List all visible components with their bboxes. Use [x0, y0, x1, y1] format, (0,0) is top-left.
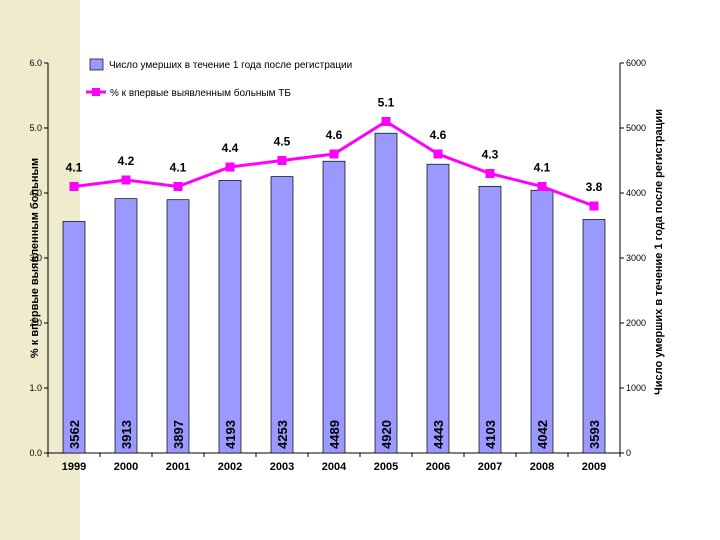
left-axis-title: % к впервые выявленным больным [29, 158, 41, 358]
right-tick-label: 6000 [626, 58, 646, 68]
line-value-label: 4.2 [118, 154, 135, 168]
right-tick-label: 3000 [626, 253, 646, 263]
line-value-label: 4.4 [222, 141, 239, 155]
x-tick-label: 2000 [114, 461, 138, 473]
legend: Число умерших в течение 1 года после рег… [86, 58, 352, 99]
x-tick-label: 2002 [218, 461, 242, 473]
legend-bar-label: Число умерших в течение 1 года после рег… [109, 60, 352, 71]
line-layer [69, 117, 599, 211]
left-tick-label: 2.0 [29, 318, 42, 328]
line-marker [381, 117, 391, 126]
bars-layer [62, 132, 606, 454]
x-tick-label: 2006 [426, 461, 450, 473]
line-marker [433, 149, 443, 159]
legend-line-label: % к впервые выявленным больным ТБ [110, 87, 291, 99]
x-tick-label: 2008 [530, 461, 554, 473]
line-marker [537, 182, 547, 191]
line-value-label: 4.1 [66, 161, 83, 175]
left-tick-label: 0.0 [29, 448, 42, 458]
axes-layer: 0.0 1.0 2.0 3.0 4.0 5.0 6.0 0 1000 2000 3000 4000 50… [29, 58, 646, 473]
right-tick-label: 2000 [626, 318, 646, 328]
right-axis-title: Число умерших в течение 1 года после рег… [653, 109, 665, 395]
x-tick-label: 2001 [166, 461, 190, 473]
bar [218, 180, 242, 454]
line-value-label: 3.8 [586, 180, 603, 194]
x-tick-label: 2003 [270, 461, 294, 473]
x-tick-label: 2009 [582, 461, 606, 473]
line-marker [225, 162, 235, 172]
bar [478, 185, 502, 454]
left-tick-label: 3.0 [29, 253, 42, 263]
line-marker [277, 156, 287, 165]
bar-value-label: 3562 [67, 420, 82, 449]
bar-value-label: 4489 [327, 420, 342, 449]
bar [114, 198, 138, 454]
left-tick-label: 6.0 [29, 58, 42, 68]
bar [322, 160, 346, 454]
bar-value-label: 4042 [535, 420, 550, 449]
line-value-label: 4.1 [170, 161, 187, 175]
bar [166, 199, 190, 454]
line-value-label: 4.5 [274, 135, 291, 149]
bar [426, 163, 450, 454]
right-tick-label: 4000 [626, 188, 646, 198]
bar-value-label: 3913 [119, 420, 134, 449]
line-marker [589, 201, 599, 211]
line-marker [485, 169, 495, 178]
bar-value-label: 4920 [379, 420, 394, 449]
bar-value-label: 3897 [171, 420, 186, 449]
x-tick-label: 2005 [374, 461, 398, 473]
line-value-label: 4.6 [326, 128, 343, 142]
line-marker [69, 182, 79, 191]
bar-value-label: 3593 [587, 420, 602, 449]
legend-bar-swatch [89, 58, 104, 71]
left-tick-label: 1.0 [29, 383, 42, 393]
left-tick-label: 4.0 [29, 188, 42, 198]
bar-value-label: 4253 [275, 420, 290, 449]
labels-layer: 3562 3913 3897 4193 4253 4489 4920 4443 4103 4042… [66, 96, 603, 450]
bar-value-label: 4193 [223, 420, 238, 449]
line-marker [121, 175, 131, 185]
bar [582, 219, 606, 454]
line-marker [173, 182, 183, 191]
line-value-label: 4.6 [430, 128, 447, 142]
left-tick-label: 5.0 [29, 123, 42, 133]
bar [270, 176, 294, 454]
x-tick-label: 2004 [322, 461, 347, 473]
line-marker [329, 149, 339, 159]
legend-line-marker [92, 88, 100, 96]
bar-value-label: 4443 [431, 420, 446, 449]
right-tick-label: 5000 [626, 123, 646, 133]
x-tick-label: 1999 [62, 461, 86, 473]
x-tick-label: 2007 [478, 461, 502, 473]
bar [530, 189, 554, 454]
line-value-label: 4.3 [482, 148, 499, 162]
line-value-label: 5.1 [378, 96, 395, 110]
right-tick-label: 1000 [626, 383, 646, 393]
bar-value-label: 4103 [483, 420, 498, 449]
bar [62, 221, 86, 454]
line-value-label: 4.1 [534, 161, 551, 175]
bar [374, 132, 398, 454]
right-tick-label: 0 [626, 448, 631, 458]
